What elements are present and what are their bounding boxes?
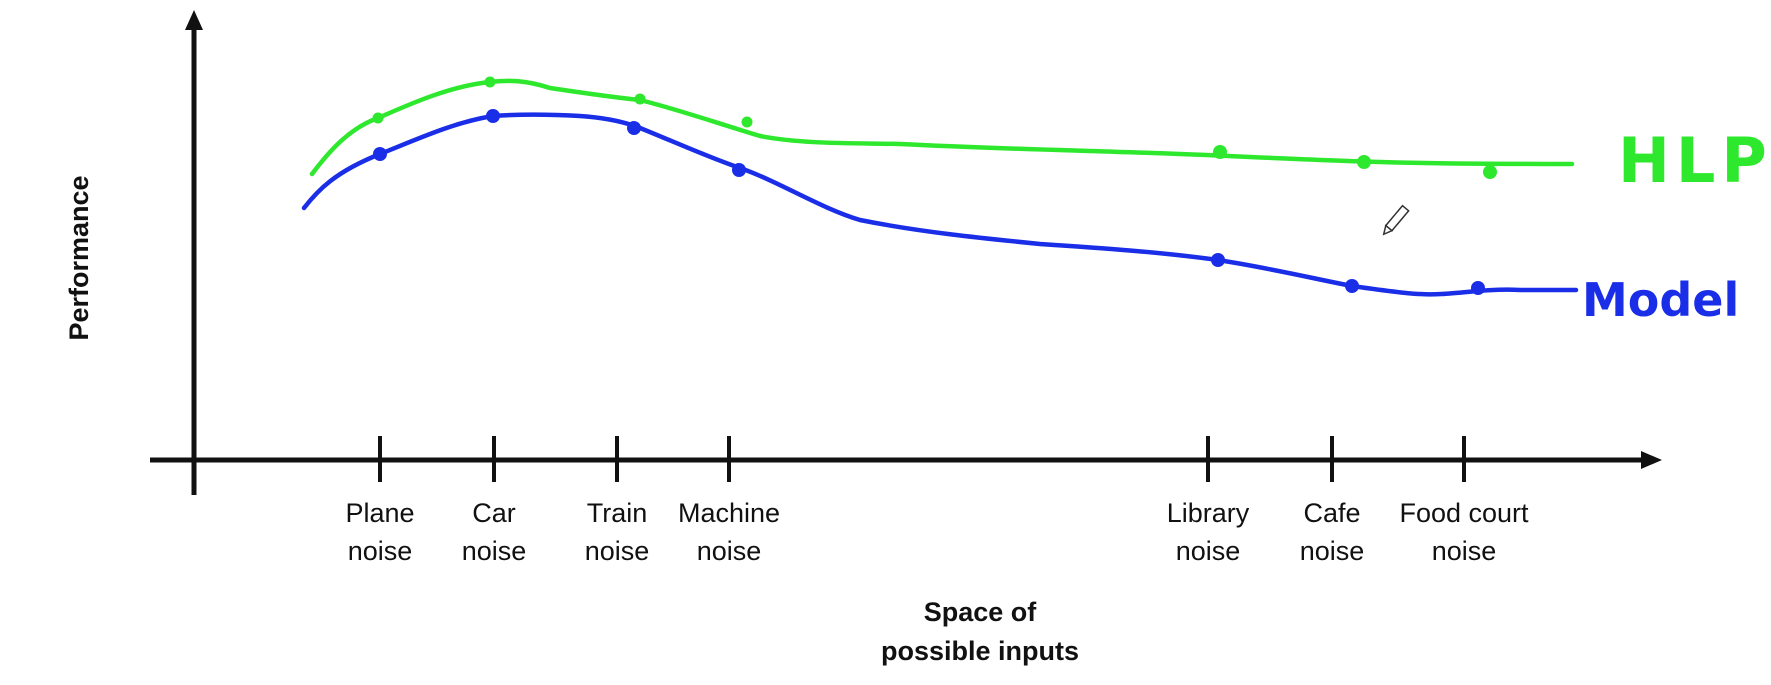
model-point bbox=[1211, 253, 1225, 267]
x-axis-title-line2: possible inputs bbox=[881, 636, 1079, 666]
hlp-legend-label: HLP bbox=[1618, 124, 1771, 197]
x-axis-arrowhead bbox=[1641, 451, 1662, 469]
x-tick-label: noise bbox=[348, 536, 413, 566]
x-tick-label: Machine bbox=[678, 498, 780, 528]
x-tick-label: Library bbox=[1167, 498, 1250, 528]
x-tick-label: noise bbox=[462, 536, 527, 566]
hlp-point bbox=[634, 93, 646, 105]
x-tick-label: Plane bbox=[345, 498, 414, 528]
model-point bbox=[486, 109, 500, 123]
y-axis-title: Performance bbox=[64, 175, 94, 340]
x-tick-label: Train bbox=[587, 498, 648, 528]
x-tick-label: noise bbox=[1300, 536, 1365, 566]
hlp-point bbox=[741, 116, 753, 128]
model-point bbox=[1345, 279, 1359, 293]
hlp-point bbox=[1483, 165, 1497, 179]
hlp-point bbox=[484, 76, 496, 88]
hlp-point bbox=[372, 112, 384, 124]
x-tick-labels: Plane noise Car noise Train noise Machine noise… bbox=[345, 498, 1529, 566]
pencil-cursor-icon bbox=[1382, 204, 1410, 236]
x-tick-label: noise bbox=[1432, 536, 1497, 566]
hlp-points bbox=[372, 76, 1497, 179]
model-point bbox=[627, 121, 641, 135]
x-ticks bbox=[378, 436, 1466, 482]
hlp-curve bbox=[309, 78, 1575, 177]
x-tick-label: noise bbox=[697, 536, 762, 566]
model-point bbox=[732, 163, 746, 177]
x-tick-label: noise bbox=[585, 536, 650, 566]
x-tick-label: Car bbox=[472, 498, 516, 528]
hlp-point bbox=[1357, 155, 1371, 169]
model-point bbox=[1471, 281, 1485, 295]
y-axis-arrowhead bbox=[185, 10, 203, 30]
model-point bbox=[373, 147, 387, 161]
x-axis-title-line1: Space of bbox=[924, 597, 1038, 627]
hlp-point bbox=[1213, 145, 1227, 159]
model-legend-label: Model bbox=[1582, 273, 1739, 327]
x-tick-label: noise bbox=[1176, 536, 1241, 566]
x-tick-label: Cafe bbox=[1303, 498, 1360, 528]
model-curve bbox=[301, 112, 1579, 297]
model-points bbox=[373, 109, 1485, 295]
x-tick-label: Food court bbox=[1399, 498, 1529, 528]
